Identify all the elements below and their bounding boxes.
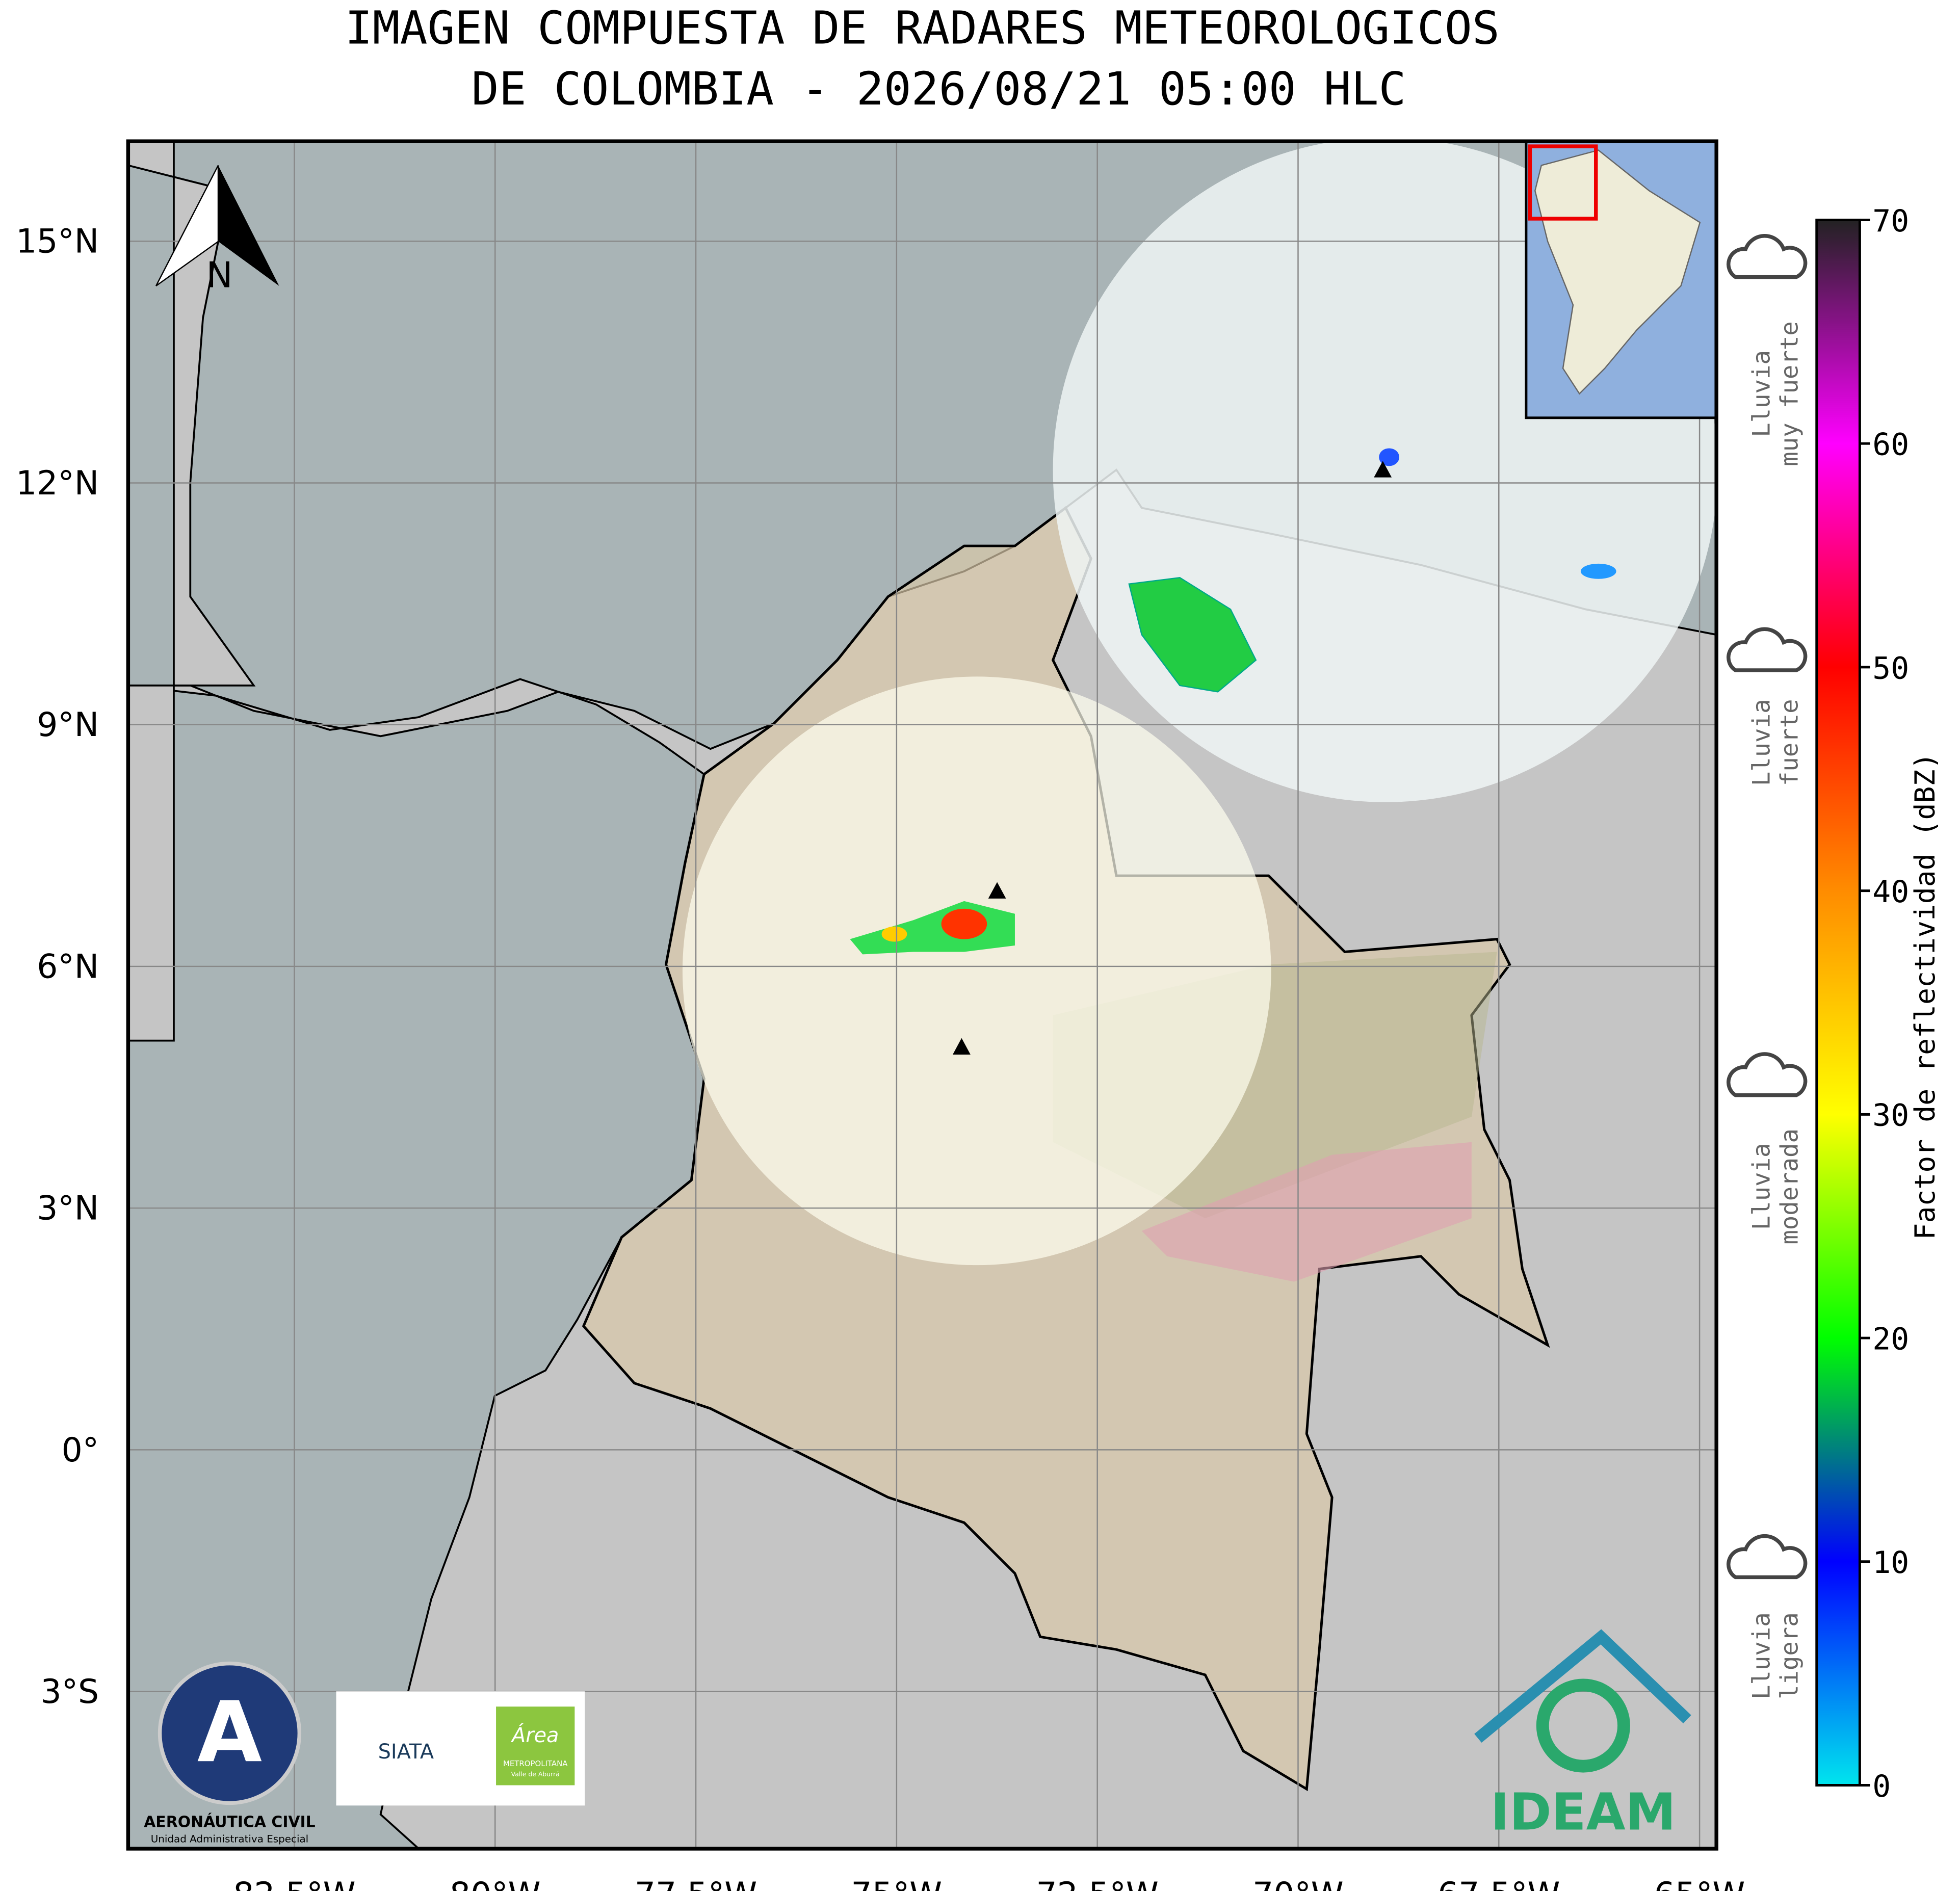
logo-text: Unidad Administrativa Especial: [151, 1833, 308, 1845]
radar-site: [1374, 461, 1392, 478]
region: [1141, 1142, 1472, 1282]
radar-echo: [1580, 563, 1616, 579]
rain-class-label: ligera: [1775, 1612, 1804, 1699]
map-area: N A AERONÁUTICA CIVIL Unidad Administrat…: [128, 141, 1717, 1849]
colorbar-tick-label: 50: [1872, 651, 1909, 686]
colorbar-tick-label: 60: [1872, 428, 1909, 463]
radar-echo: [1379, 448, 1400, 466]
cloud-icon: [1727, 1534, 1808, 1580]
north-label: N: [206, 254, 232, 296]
x-tick-label: 67.5°W: [1438, 1876, 1560, 1891]
rain-class-label: Lluvia: [1748, 1143, 1776, 1230]
y-tick-label: 3°S: [41, 1673, 99, 1711]
colorbar-tick-label: 70: [1872, 204, 1909, 239]
map-frame: [126, 139, 1718, 1851]
x-tick-label: 72.5°W: [1036, 1876, 1158, 1891]
radar-echo: [881, 926, 907, 942]
radar-echo: [941, 908, 987, 939]
graticule: [128, 141, 1717, 1849]
logo-area: [496, 1706, 575, 1785]
logo-mark: A: [197, 1684, 262, 1781]
radar-echo: [1128, 576, 1257, 693]
y-tick-label: 6°N: [37, 948, 99, 986]
cloud-icon: [1727, 1052, 1808, 1097]
colorbar-tick-label: 0: [1872, 1769, 1891, 1804]
y-tick-label: 0°: [62, 1431, 99, 1469]
radar-site: [988, 882, 1006, 899]
logo-text: Área: [510, 1723, 559, 1747]
x-tick-label: 70°W: [1252, 1876, 1344, 1891]
x-tick-label: 80°W: [450, 1876, 541, 1891]
logo-ideam: [1536, 1678, 1630, 1773]
logo-text: METROPOLITANA: [503, 1759, 568, 1768]
axis-labels: 82.5°W 80°W 77.5°W 75°W 72.5°W 70°W 67.5°W 65°W…: [16, 223, 1745, 1891]
colorbar: [1815, 218, 1861, 1787]
y-tick-label: 9°N: [37, 706, 99, 744]
radar-site: [952, 1038, 971, 1055]
logo-aerocivil: [158, 1661, 302, 1805]
colorbar-ticks: 0 10 20 30 40 50 60 70: [1860, 204, 1909, 1804]
inset-land: [1534, 149, 1701, 395]
colorbar-tick-label: 20: [1872, 1322, 1909, 1357]
x-tick-label: 77.5°W: [635, 1876, 757, 1891]
rain-class-label: Lluvia: [1748, 1612, 1776, 1699]
radar-range: [682, 676, 1271, 1266]
colorbar-label: Factor de reflectividad (dBZ): [1909, 753, 1941, 1240]
rain-class-label: moderada: [1775, 1128, 1804, 1245]
cloud-icon: [1727, 627, 1808, 672]
x-tick-label: 75°W: [851, 1876, 943, 1891]
colorbar-tick-label: 10: [1872, 1545, 1909, 1581]
rain-class-label: muy fuerte: [1775, 321, 1804, 466]
logo-ideam: [1474, 1629, 1691, 1743]
inset-highlight: [1528, 144, 1598, 221]
y-tick-label: 12°N: [16, 464, 99, 503]
x-tick-label: 65°W: [1654, 1876, 1745, 1891]
colorbar-tick-label: 30: [1872, 1098, 1909, 1134]
y-tick-label: 3°N: [37, 1190, 99, 1228]
logo-text: Valle de Aburrá: [511, 1770, 560, 1778]
logo-text: IDEAM: [1491, 1783, 1676, 1842]
rain-class-label: fuerte: [1775, 699, 1804, 786]
y-tick-label: 15°N: [16, 223, 99, 261]
rain-class-label: Lluvia: [1748, 699, 1776, 786]
rain-class-label: Lluvia: [1748, 350, 1776, 437]
title-line: DE COLOMBIA - 2026/08/21 05:00 HLC: [472, 63, 1406, 116]
cloud-icon: [1727, 234, 1808, 279]
x-tick-label: 82.5°W: [233, 1876, 355, 1891]
logo-text: AERONÁUTICA CIVIL: [144, 1813, 315, 1831]
colorbar-tick-label: 40: [1872, 875, 1909, 910]
title-line: IMAGEN COMPUESTA DE RADARES METEOROLOGIC…: [345, 2, 1500, 55]
logo-text: SIATA: [378, 1740, 434, 1764]
